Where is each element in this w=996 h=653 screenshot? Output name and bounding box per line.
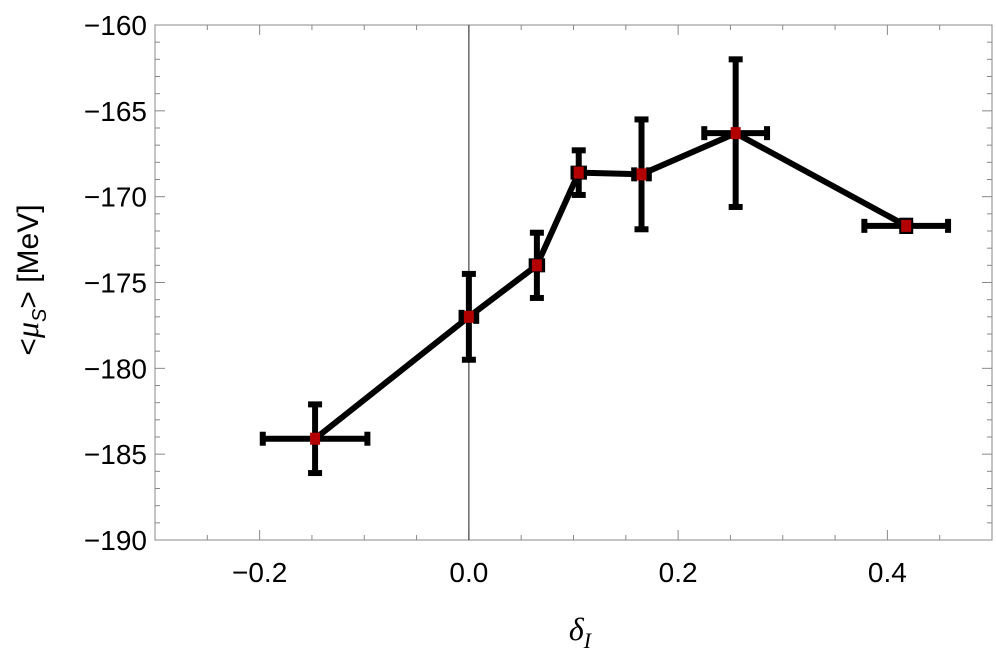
x-tick-label: −0.2 <box>232 557 287 588</box>
x-axis-label-subscript: I <box>583 628 593 653</box>
y-axis-label-suffix: > [MeV] <box>12 204 45 308</box>
y-axis-label-mu: μ <box>9 322 45 339</box>
data-point-marker <box>310 432 321 445</box>
data-point-marker <box>636 168 647 181</box>
x-axis-label-main: δ <box>569 611 585 647</box>
data-point-marker <box>901 219 912 232</box>
plot-frame <box>154 24 993 541</box>
data-point-marker <box>463 310 474 323</box>
y-axis-label: <μS> [MeV] <box>9 204 51 355</box>
plot-frame-rect <box>154 24 993 541</box>
series-line <box>313 130 908 442</box>
x-tick-label: 0.2 <box>659 557 698 588</box>
axis-ticks <box>154 24 993 541</box>
data-point-marker <box>573 166 584 179</box>
y-axis-label-prefix: < <box>12 338 45 356</box>
x-tick-label: 0.0 <box>449 557 488 588</box>
y-tick-label: −175 <box>84 268 147 299</box>
y-axis-label-subscript: S <box>29 308 51 322</box>
y-tick-label: −180 <box>84 353 147 384</box>
y-tick-label: −160 <box>84 10 147 41</box>
y-tick-label: −165 <box>84 96 147 127</box>
data-series <box>259 56 952 477</box>
x-tick-label: 0.4 <box>868 557 907 588</box>
axis-tick-labels: −0.2 0.0 0.2 0.4 −190 −185 −180 −175 −170 −165 −16… <box>84 10 907 588</box>
y-tick-label: −190 <box>84 525 147 556</box>
data-point-marker <box>730 127 741 140</box>
data-point-marker <box>531 259 542 272</box>
x-axis-label: δI <box>569 611 593 653</box>
y-tick-label: −170 <box>84 182 147 213</box>
y-tick-label: −185 <box>84 439 147 470</box>
